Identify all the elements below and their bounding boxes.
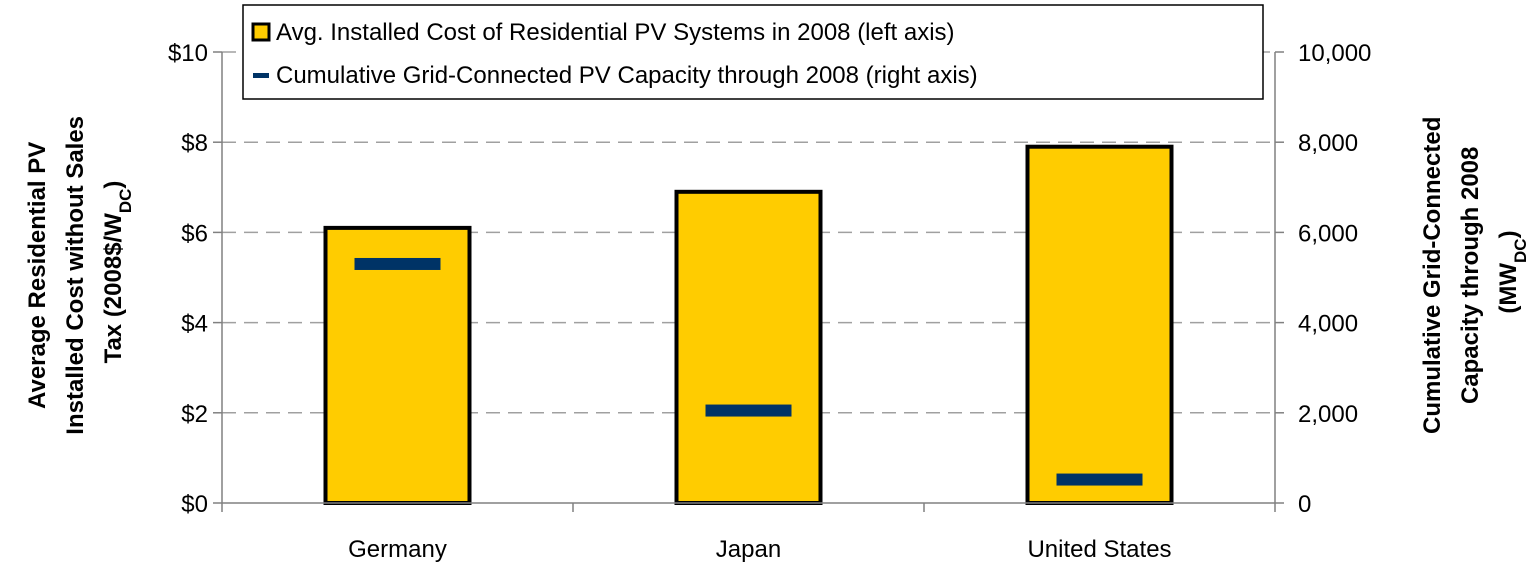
right-tick-label: 8,000 <box>1298 130 1358 157</box>
legend-marker-swatch <box>253 73 269 78</box>
category-labels: Germany Japan United States <box>348 536 1171 563</box>
left-tick-label: $2 <box>181 401 208 428</box>
axes <box>221 52 1276 512</box>
bar <box>1025 144 1174 506</box>
capacity-marker <box>354 257 441 270</box>
legend-box <box>242 4 1264 100</box>
legend-bar-label: Avg. Installed Cost of Residential PV Sy… <box>276 19 955 46</box>
left-tick-label: $8 <box>181 130 208 157</box>
left-axis-title: Average Residential PV Installed Cost wi… <box>24 109 135 434</box>
category-label: Japan <box>716 536 781 563</box>
marker-series <box>354 257 1143 486</box>
bar <box>674 189 823 505</box>
legend: Avg. Installed Cost of Residential PV Sy… <box>242 4 1264 100</box>
left-tick-label: $4 <box>181 311 208 338</box>
category-label: United States <box>1027 536 1171 563</box>
right-tick-label: 0 <box>1298 491 1311 518</box>
legend-bar-swatch <box>251 22 271 42</box>
category-label: Germany <box>348 536 447 563</box>
right-tick-label: 4,000 <box>1298 311 1358 338</box>
left-axis-ticks: $0 $2 $4 $6 $8 $10 <box>168 40 222 518</box>
left-tick-label: $10 <box>168 40 208 67</box>
right-tick-label: 6,000 <box>1298 220 1358 247</box>
capacity-marker <box>1056 473 1143 486</box>
right-tick-label: 2,000 <box>1298 401 1358 428</box>
capacity-marker <box>705 404 792 417</box>
right-tick-label: 10,000 <box>1298 40 1371 67</box>
bar <box>323 225 472 505</box>
right-axis-title: Cumulative Grid-Connected Capacity throu… <box>1419 110 1530 434</box>
right-axis-ticks: 0 2,000 4,000 6,000 8,000 10,000 <box>1275 40 1371 518</box>
left-tick-label: $0 <box>181 491 208 518</box>
legend-marker-label: Cumulative Grid-Connected PV Capacity th… <box>276 62 978 89</box>
bar-series <box>323 144 1174 506</box>
left-tick-label: $6 <box>181 220 208 247</box>
